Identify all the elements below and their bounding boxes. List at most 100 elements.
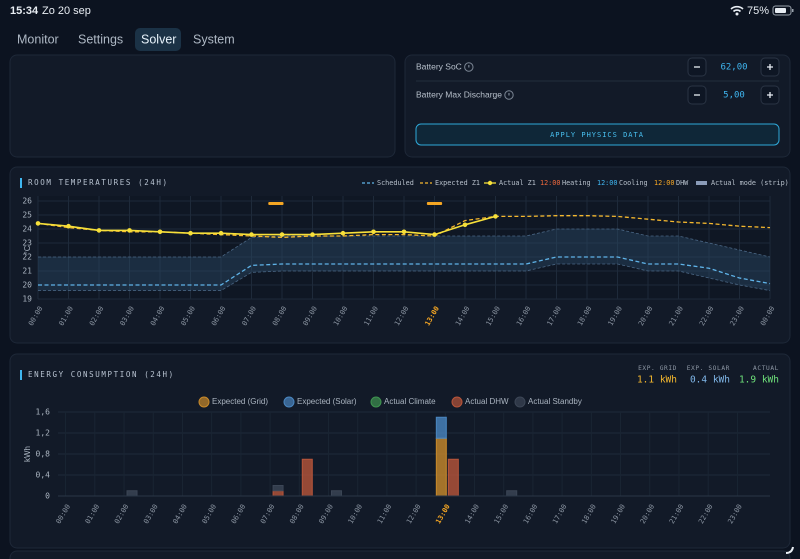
status-battery: 75%	[747, 5, 769, 17]
band-upper	[38, 228, 771, 258]
field-label: Battery SoC	[416, 61, 462, 71]
bar	[126, 490, 138, 497]
chart-title: ENERGY CONSUMPTION (24H)	[28, 370, 175, 379]
legend-label: Cooling	[619, 179, 648, 187]
title-marker	[20, 370, 22, 380]
data-point	[127, 228, 132, 233]
battery-icon	[772, 5, 792, 16]
y-tick-label: 20	[22, 281, 32, 290]
chart-title: ROOM TEMPERATURES (24H)	[28, 178, 169, 187]
next-panel	[9, 550, 791, 559]
resize-handle	[785, 546, 794, 554]
nav-tab[interactable]: Settings	[78, 32, 123, 46]
series-line	[37, 215, 771, 239]
data-point	[218, 230, 224, 236]
summary-label: EXP. SOLAR	[687, 365, 730, 372]
status-time: 15:34	[10, 5, 39, 17]
legend-label: Expected (Grid)	[212, 397, 268, 406]
field-value: 62,00	[720, 63, 747, 73]
band-lower	[38, 263, 771, 291]
help-icon	[464, 62, 474, 72]
bar	[435, 437, 447, 497]
legend-marker	[487, 180, 493, 186]
nav-tab[interactable]: System	[193, 32, 235, 46]
legend-time: 12:00	[540, 179, 560, 187]
summary-value: 1.9 kWh	[739, 375, 779, 386]
summary-value: 1.1 kWh	[637, 375, 677, 386]
y-tick-label: 0,4	[36, 471, 51, 480]
data-point	[493, 214, 498, 219]
legend-label: Actual mode (strip)	[711, 179, 789, 187]
y-axis-label: kWh	[23, 446, 32, 462]
summary-value: 0.4 kWh	[690, 375, 730, 386]
data-point	[35, 221, 41, 226]
legend-swatch	[283, 396, 295, 408]
data-point	[96, 228, 102, 233]
data-point	[371, 229, 376, 235]
y-tick-label: 26	[22, 197, 32, 206]
y-tick-label: 25	[22, 211, 32, 220]
wifi-dot	[735, 12, 739, 16]
y-tick-label: 24	[22, 225, 32, 234]
legend-label: Expected Z1	[435, 179, 480, 187]
legend-label: Heating	[562, 179, 591, 187]
legend-swatch	[514, 396, 526, 408]
data-point	[249, 232, 254, 237]
field-label: Battery Max Discharge	[416, 89, 502, 99]
legend-label: Actual Standby	[528, 397, 582, 406]
legend-label: Actual Climate	[384, 397, 436, 406]
y-tick-label: 1,6	[36, 408, 51, 417]
help-icon-dot	[508, 93, 510, 96]
y-tick-label: 0,8	[36, 450, 51, 459]
nav-tab[interactable]: Solver	[141, 32, 176, 46]
legend-label: Actual DHW	[465, 397, 509, 406]
bar	[330, 490, 342, 497]
legend-time: 12:00	[597, 179, 617, 187]
apply-button-label: APPLY PHYSICS DATA	[550, 131, 644, 139]
series-line	[37, 215, 496, 236]
help-icon-dot	[468, 65, 470, 68]
bar	[301, 458, 313, 497]
active-tab-bg[interactable]	[135, 28, 181, 51]
status-date: Zo 20 sep	[42, 5, 91, 17]
bar	[435, 416, 447, 439]
y-tick-label: 19	[22, 295, 32, 304]
bar	[447, 458, 459, 497]
legend-label: Scheduled	[377, 179, 414, 187]
data-point	[157, 229, 163, 235]
data-point	[310, 232, 315, 237]
apply-button[interactable]	[415, 123, 780, 146]
legend-label: Expected (Solar)	[297, 397, 357, 406]
legend-swatch	[370, 396, 382, 408]
y-tick-label: 21	[22, 267, 32, 276]
plus-icon	[767, 92, 773, 98]
legend-time: 12:00	[654, 179, 674, 187]
legend-swatch	[198, 396, 210, 408]
series-line	[38, 256, 771, 286]
data-point	[279, 232, 285, 237]
comfort-band	[38, 229, 770, 291]
nav-tab[interactable]: Monitor	[17, 32, 59, 46]
battery-level	[775, 8, 786, 13]
empty-panel	[9, 54, 396, 158]
summary-label: ACTUAL	[753, 365, 779, 372]
y-tick-label: 0	[45, 492, 50, 501]
y-axis-label: °C	[23, 245, 32, 254]
battery-tip	[792, 9, 794, 12]
legend-label: DHW	[676, 179, 689, 187]
bar	[272, 490, 284, 497]
legend-swatch	[696, 181, 707, 185]
data-point	[401, 229, 407, 235]
data-point	[340, 230, 346, 236]
wifi-icon	[730, 5, 744, 13]
y-tick-label: 1,2	[36, 429, 51, 438]
y-tick-label: 22	[22, 253, 32, 262]
bar	[272, 485, 284, 492]
mode-strip-block	[268, 202, 284, 205]
y-tick-label: 23	[22, 239, 32, 248]
help-icon	[504, 90, 514, 100]
legend-label: Actual Z1	[499, 179, 536, 187]
data-point	[66, 223, 71, 229]
field-value: 5,00	[723, 91, 745, 101]
